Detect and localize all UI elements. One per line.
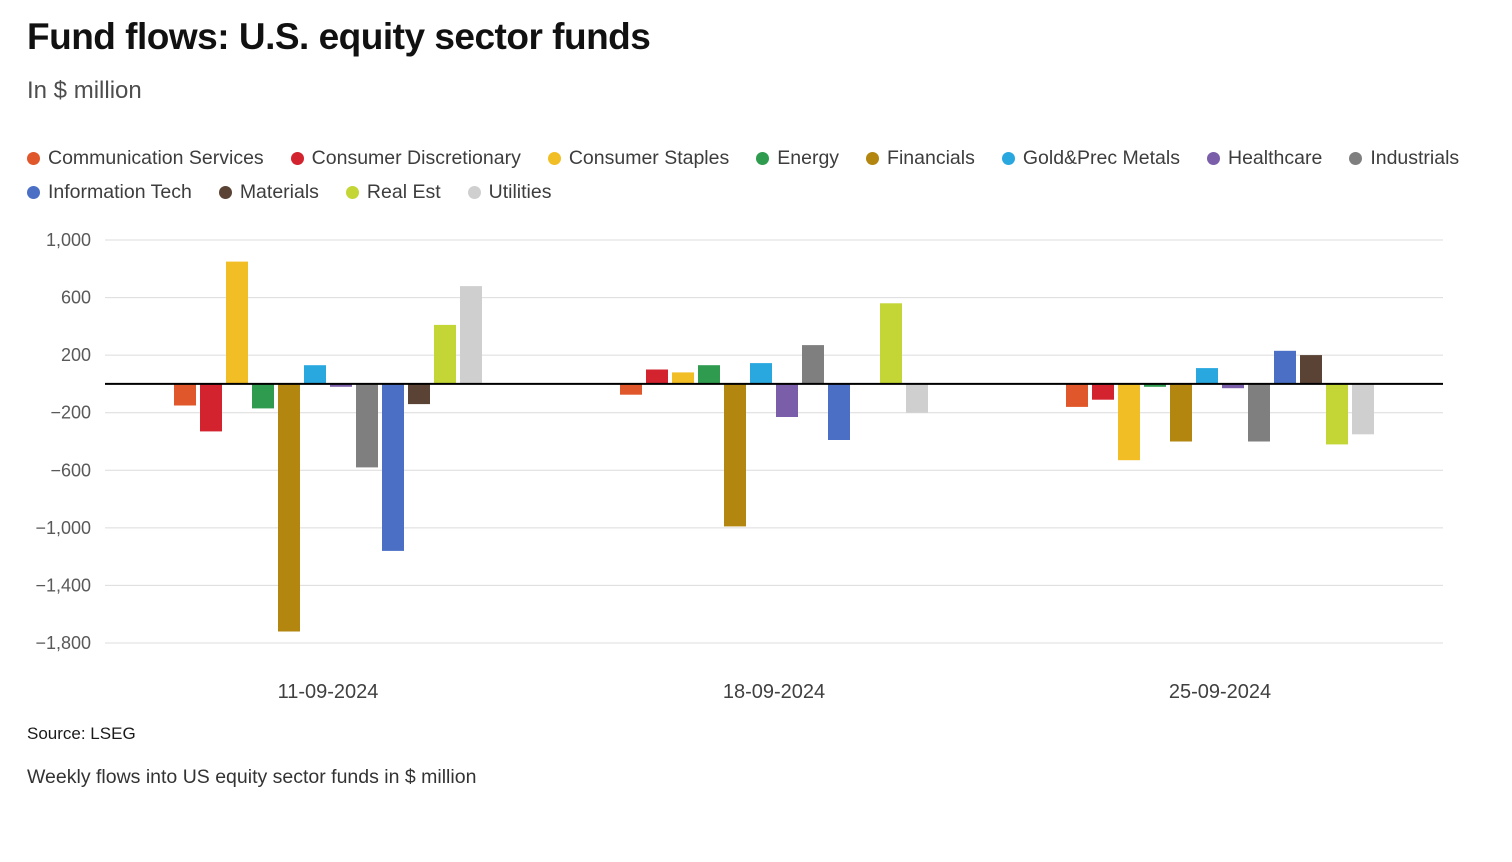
legend-item: Industrials bbox=[1349, 147, 1459, 170]
bar bbox=[646, 369, 668, 384]
legend-item: Gold&Prec Metals bbox=[1001, 147, 1180, 170]
y-axis-tick-label: −200 bbox=[50, 403, 91, 423]
bar bbox=[408, 383, 430, 405]
x-axis-label: 25-09-2024 bbox=[1169, 681, 1271, 703]
legend-label: Materials bbox=[239, 181, 319, 203]
legend-label: Financials bbox=[887, 147, 975, 169]
y-axis-tick-label: −1,000 bbox=[35, 518, 91, 538]
y-axis-tick-label: 600 bbox=[61, 288, 91, 308]
legend-color-dot bbox=[1001, 152, 1015, 165]
bar bbox=[356, 383, 378, 468]
bar bbox=[1274, 350, 1296, 384]
bar bbox=[828, 383, 850, 440]
bar bbox=[1118, 383, 1140, 461]
bar bbox=[304, 365, 326, 384]
legend-color-dot bbox=[756, 152, 770, 165]
legend-label: Healthcare bbox=[1228, 147, 1323, 169]
bar bbox=[382, 383, 404, 551]
bar bbox=[620, 383, 642, 395]
legend-item: Consumer Staples bbox=[547, 147, 730, 170]
bar bbox=[200, 383, 222, 432]
legend-item: Materials bbox=[218, 181, 319, 204]
bar bbox=[672, 372, 694, 384]
legend-label: Industrials bbox=[1370, 147, 1460, 169]
bar bbox=[1196, 368, 1218, 384]
legend-item: Utilities bbox=[467, 181, 552, 204]
legend-label: Consumer Discretionary bbox=[311, 147, 521, 169]
bar bbox=[750, 363, 772, 384]
bar bbox=[1222, 383, 1244, 389]
bar bbox=[434, 324, 456, 384]
x-axis-label: 11-09-2024 bbox=[278, 681, 379, 703]
bar bbox=[906, 383, 928, 413]
legend-label: Gold&Prec Metals bbox=[1022, 147, 1180, 169]
legend-color-dot bbox=[866, 152, 880, 165]
legend-color-dot bbox=[1349, 152, 1363, 165]
bar bbox=[1300, 355, 1322, 384]
y-axis-tick-label: −1,800 bbox=[35, 633, 91, 653]
bar bbox=[1092, 383, 1114, 400]
bar bbox=[1170, 383, 1192, 442]
chart-page: Fund flows: U.S. equity sector funds In … bbox=[27, 16, 1485, 788]
legend-color-dot bbox=[290, 152, 304, 165]
legend-label: Information Tech bbox=[48, 181, 192, 203]
bar bbox=[802, 345, 824, 384]
legend-label: Real Est bbox=[366, 181, 441, 203]
chart-caption: Weekly flows into US equity sector funds… bbox=[27, 766, 477, 788]
x-axis-label: 18-09-2024 bbox=[723, 681, 825, 703]
bar bbox=[174, 383, 196, 406]
bar bbox=[252, 383, 274, 409]
bar bbox=[880, 303, 902, 384]
legend-item: Healthcare bbox=[1207, 147, 1322, 170]
legend-color-dot bbox=[27, 186, 40, 199]
y-axis-tick-label: −600 bbox=[50, 460, 91, 480]
legend-color-dot bbox=[467, 186, 481, 199]
bar bbox=[1352, 383, 1374, 435]
chart-subtitle: In $ million bbox=[27, 77, 142, 104]
y-axis-tick-label: 1,000 bbox=[46, 230, 91, 250]
legend-label: Energy bbox=[777, 147, 840, 169]
legend-item: Communication Services bbox=[27, 147, 264, 170]
legend-item: Real Est bbox=[345, 181, 441, 204]
legend: Communication Services Consumer Discretio… bbox=[27, 147, 1467, 204]
legend-label: Communication Services bbox=[48, 147, 264, 169]
bar bbox=[698, 365, 720, 384]
legend-color-dot bbox=[218, 186, 232, 199]
bar bbox=[330, 383, 352, 387]
bar bbox=[1066, 383, 1088, 407]
legend-item: Financials bbox=[866, 147, 975, 170]
bar bbox=[1144, 383, 1166, 387]
legend-color-dot bbox=[345, 186, 359, 199]
legend-item: Information Tech bbox=[27, 181, 192, 204]
page-title: Fund flows: U.S. equity sector funds bbox=[27, 16, 651, 57]
y-axis-tick-label: −1,400 bbox=[35, 575, 91, 595]
bar bbox=[1326, 383, 1348, 445]
source-note: Source: LSEG bbox=[27, 724, 136, 743]
bar-chart-svg: 1,000 600 200 −200 −600 −1,000 −1,400 −1,800 11-… bbox=[35, 230, 1443, 703]
legend-color-dot bbox=[27, 152, 40, 165]
legend-color-dot bbox=[547, 152, 561, 165]
y-axis-tick-label: 200 bbox=[61, 345, 91, 365]
bar bbox=[226, 261, 248, 384]
legend-item: Energy bbox=[756, 147, 839, 170]
legend-label: Consumer Staples bbox=[568, 147, 730, 169]
bar bbox=[776, 383, 798, 417]
bar bbox=[724, 383, 746, 527]
legend-item: Consumer Discretionary bbox=[290, 147, 521, 170]
bar bbox=[1248, 383, 1270, 442]
bar bbox=[460, 286, 482, 384]
legend-color-dot bbox=[1207, 152, 1220, 165]
legend-label: Utilities bbox=[488, 181, 552, 203]
bar bbox=[278, 383, 300, 632]
chart-area: 1,000 600 200 −200 −600 −1,000 −1,400 −1,800 11-… bbox=[27, 220, 1485, 720]
